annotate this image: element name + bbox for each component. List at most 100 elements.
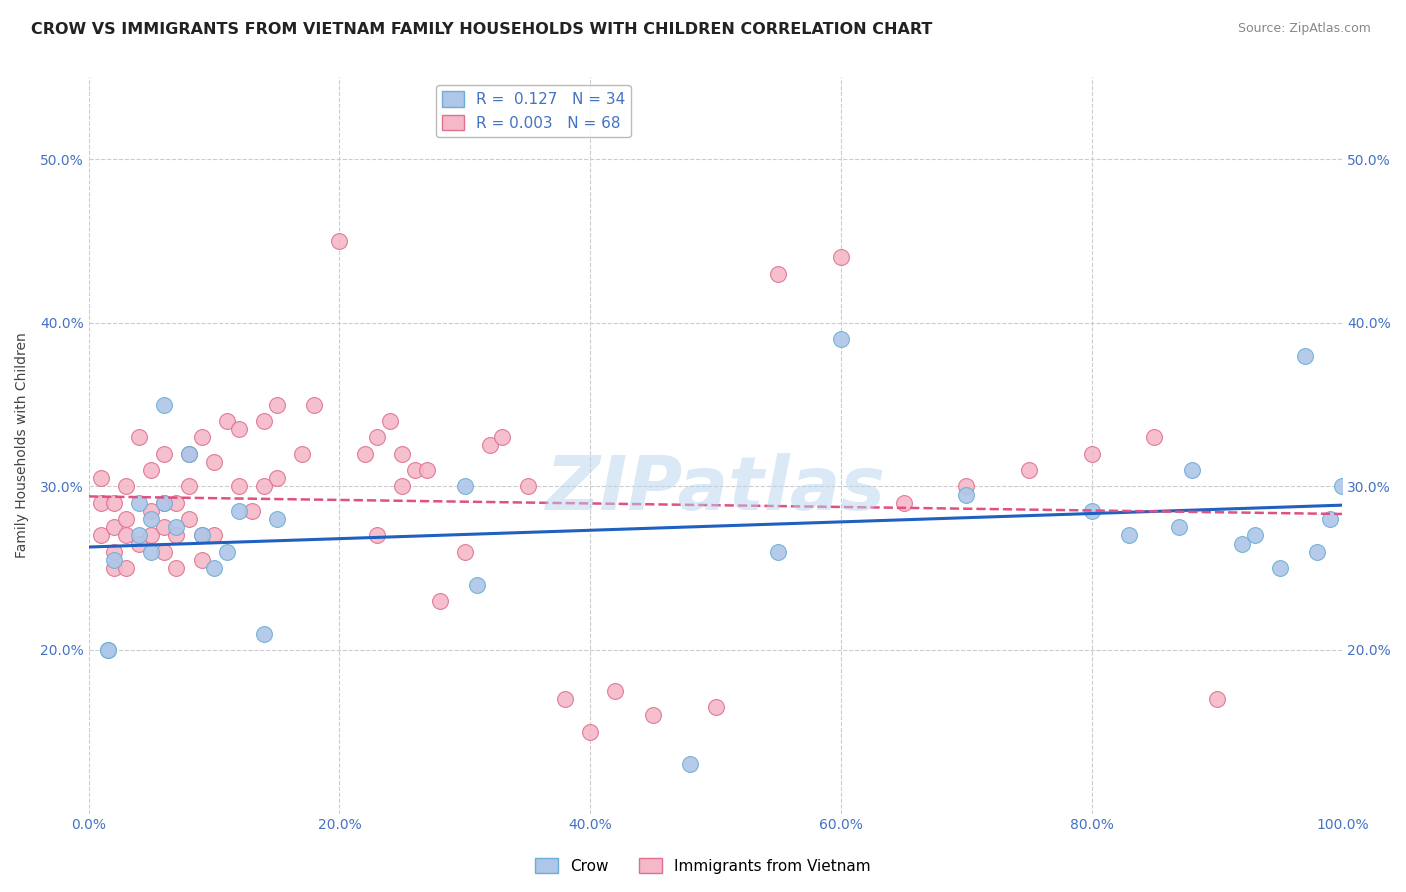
Point — [768, 267, 790, 281]
Point — [202, 561, 225, 575]
Point — [291, 447, 314, 461]
Text: ZIPatlas: ZIPatlas — [546, 453, 886, 526]
Point — [478, 438, 501, 452]
Point — [467, 577, 489, 591]
Point — [429, 594, 451, 608]
Point — [1143, 430, 1166, 444]
Point — [115, 561, 138, 575]
Point — [96, 643, 118, 657]
Point — [1181, 463, 1204, 477]
Point — [454, 479, 477, 493]
Point — [141, 504, 163, 518]
Point — [166, 561, 188, 575]
Point — [177, 447, 200, 461]
Point — [704, 700, 727, 714]
Point — [215, 414, 238, 428]
Point — [391, 447, 413, 461]
Point — [177, 479, 200, 493]
Point — [1080, 447, 1102, 461]
Point — [1118, 528, 1140, 542]
Point — [955, 487, 977, 501]
Point — [1243, 528, 1265, 542]
Point — [115, 512, 138, 526]
Point — [266, 512, 288, 526]
Point — [1294, 349, 1316, 363]
Point — [103, 561, 125, 575]
Point — [103, 520, 125, 534]
Point — [366, 430, 388, 444]
Point — [893, 496, 915, 510]
Point — [516, 479, 538, 493]
Point — [202, 455, 225, 469]
Point — [491, 430, 513, 444]
Point — [90, 528, 112, 542]
Point — [579, 724, 602, 739]
Point — [166, 520, 188, 534]
Point — [1080, 504, 1102, 518]
Point — [141, 545, 163, 559]
Point — [166, 528, 188, 542]
Point — [353, 447, 375, 461]
Point — [202, 528, 225, 542]
Text: Source: ZipAtlas.com: Source: ZipAtlas.com — [1237, 22, 1371, 36]
Point — [830, 251, 852, 265]
Point — [128, 430, 150, 444]
Point — [228, 422, 250, 436]
Y-axis label: Family Households with Children: Family Households with Children — [15, 333, 30, 558]
Point — [153, 545, 176, 559]
Point — [103, 496, 125, 510]
Point — [190, 553, 212, 567]
Point — [830, 332, 852, 346]
Point — [153, 496, 176, 510]
Legend: Crow, Immigrants from Vietnam: Crow, Immigrants from Vietnam — [529, 852, 877, 880]
Point — [115, 479, 138, 493]
Point — [177, 447, 200, 461]
Point — [1331, 479, 1354, 493]
Point — [228, 504, 250, 518]
Point — [253, 479, 276, 493]
Point — [141, 512, 163, 526]
Point — [605, 684, 627, 698]
Point — [304, 398, 326, 412]
Point — [641, 708, 664, 723]
Point — [177, 512, 200, 526]
Point — [1168, 520, 1191, 534]
Point — [115, 528, 138, 542]
Point — [103, 553, 125, 567]
Point — [416, 463, 439, 477]
Point — [228, 479, 250, 493]
Point — [1319, 512, 1341, 526]
Point — [215, 545, 238, 559]
Point — [955, 479, 977, 493]
Point — [1206, 692, 1229, 706]
Point — [128, 528, 150, 542]
Point — [1018, 463, 1040, 477]
Point — [328, 234, 350, 248]
Point — [190, 528, 212, 542]
Point — [404, 463, 426, 477]
Legend: R =  0.127   N = 34, R = 0.003   N = 68: R = 0.127 N = 34, R = 0.003 N = 68 — [436, 85, 631, 136]
Point — [103, 545, 125, 559]
Point — [240, 504, 263, 518]
Point — [253, 626, 276, 640]
Point — [90, 471, 112, 485]
Point — [679, 757, 702, 772]
Point — [153, 496, 176, 510]
Text: CROW VS IMMIGRANTS FROM VIETNAM FAMILY HOUSEHOLDS WITH CHILDREN CORRELATION CHAR: CROW VS IMMIGRANTS FROM VIETNAM FAMILY H… — [31, 22, 932, 37]
Point — [253, 414, 276, 428]
Point — [454, 545, 477, 559]
Point — [1306, 545, 1329, 559]
Point — [190, 528, 212, 542]
Point — [391, 479, 413, 493]
Point — [96, 643, 118, 657]
Point — [90, 496, 112, 510]
Point — [1268, 561, 1291, 575]
Point — [141, 528, 163, 542]
Point — [378, 414, 401, 428]
Point — [554, 692, 576, 706]
Point — [166, 496, 188, 510]
Point — [768, 545, 790, 559]
Point — [190, 430, 212, 444]
Point — [153, 447, 176, 461]
Point — [366, 528, 388, 542]
